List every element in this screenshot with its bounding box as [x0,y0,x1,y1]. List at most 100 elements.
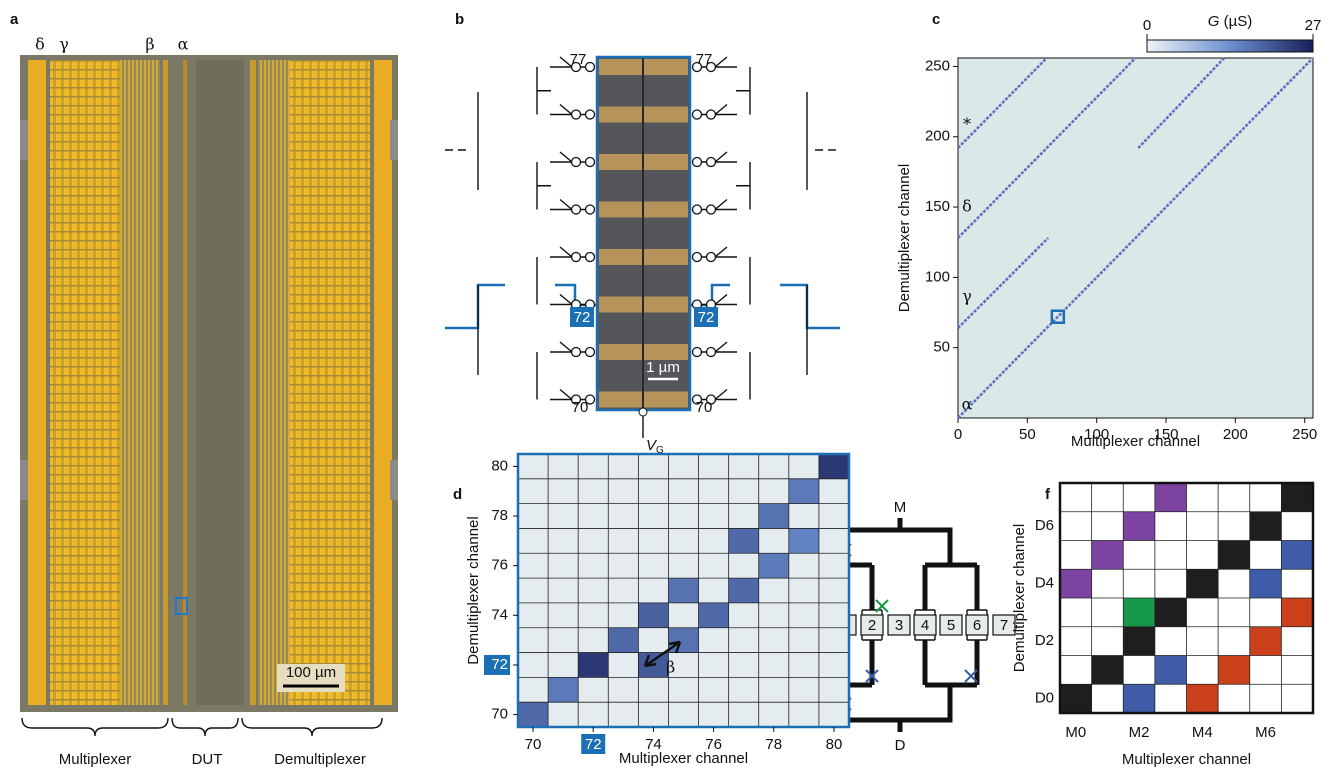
cell [1155,656,1187,685]
figure: M D 01234567 a δ γ β α 100 µm Multiplexe… [0,0,1336,771]
panel-label: b [455,11,464,28]
x-tick-label: M6 [1255,724,1276,741]
channel-label: 70 [572,399,589,416]
x-tick-label: M2 [1129,724,1150,741]
colorbar-symbol: G [1208,13,1220,30]
terminal [693,110,702,119]
block-label: 3 [895,617,903,634]
x-tick-label: 0 [954,426,962,443]
block-label: 7 [1000,617,1008,634]
x-tick-label: 70 [525,736,542,753]
cell [1250,627,1282,656]
annotation: β [145,35,154,54]
y-tick-label: 250 [925,57,950,74]
annotation: * [963,115,971,134]
terminal [586,205,595,214]
panel-label: a [10,11,19,28]
panel-label: f [1045,486,1051,503]
y-tick-label: D4 [1035,575,1054,592]
cell [1060,569,1092,598]
terminal [572,158,581,167]
section-label: Multiplexer [59,751,132,768]
cell [1155,483,1187,512]
terminal [693,205,702,214]
schematic [445,57,840,438]
annotation: δ [35,35,45,54]
cell [819,454,849,479]
terminal [707,110,716,119]
cell [1218,656,1250,685]
annotation: γ [59,35,69,54]
cell [1218,541,1250,570]
cell [1187,684,1219,713]
y-tick-label: 50 [933,339,950,356]
micrograph [20,55,398,712]
panel-label: c [932,11,940,28]
colorbar-title: G (µS) [1208,13,1252,30]
y-tick-label: 78 [491,507,508,524]
x-axis-title: Multiplexer channel [619,750,748,767]
switch [715,390,727,400]
switch [715,247,727,257]
colorbar-tick-label: 27 [1305,17,1322,34]
cell [729,528,759,553]
x-axis-title: Multiplexer channel [1122,751,1251,768]
section-label: Demultiplexer [274,751,366,768]
terminal [707,348,716,357]
channel-label: 70 [696,399,713,416]
y-tick-label: 200 [925,128,950,145]
scale-bar-label: 1 µm [646,359,680,376]
panel-label: d [453,486,462,503]
cell [789,528,819,553]
colorbar [1147,40,1313,52]
y-tick-label: 150 [925,198,950,215]
switch [715,295,727,305]
y-tick-label: D6 [1035,517,1054,534]
cell [1155,598,1187,627]
colorbar-unit: (µS) [1224,13,1253,30]
switch [560,152,572,162]
y-axis-title: Demultiplexer channel [1011,524,1028,672]
cell [699,603,729,628]
colorbar-tick-label: 0 [1143,17,1151,34]
cell [1281,483,1313,512]
y-tick-label: D2 [1035,632,1054,649]
x-tick-label: 250 [1292,426,1317,443]
terminal [586,253,595,262]
wire [736,91,750,186]
switch [560,295,572,305]
cell [729,578,759,603]
cell [638,603,668,628]
cell [1281,541,1313,570]
annotation: δ [962,197,972,216]
cell [1250,512,1282,541]
cell [1123,598,1155,627]
x-axis-title: Multiplexer channel [1071,433,1200,450]
switch [560,247,572,257]
cell [518,702,548,727]
channel-label: 77 [696,51,713,68]
switch [715,105,727,115]
x-tick-label: 50 [1019,426,1036,443]
x-tick-label: M4 [1192,724,1213,741]
terminal [586,110,595,119]
scale-bar-label: 100 µm [286,664,336,681]
terminal [586,348,595,357]
switch [715,342,727,352]
cell [1250,569,1282,598]
terminal [707,205,716,214]
cell [1092,656,1124,685]
cell [1123,684,1155,713]
cell [789,479,819,504]
annotation: α [962,395,973,414]
switch [560,390,572,400]
node-label: D [895,737,906,754]
annotation: β [666,658,675,677]
terminal [707,253,716,262]
terminal [693,348,702,357]
cell [608,628,638,653]
y-tick-label: 70 [491,706,508,723]
switch [715,152,727,162]
block-label: 4 [921,617,929,634]
cell [1281,598,1313,627]
